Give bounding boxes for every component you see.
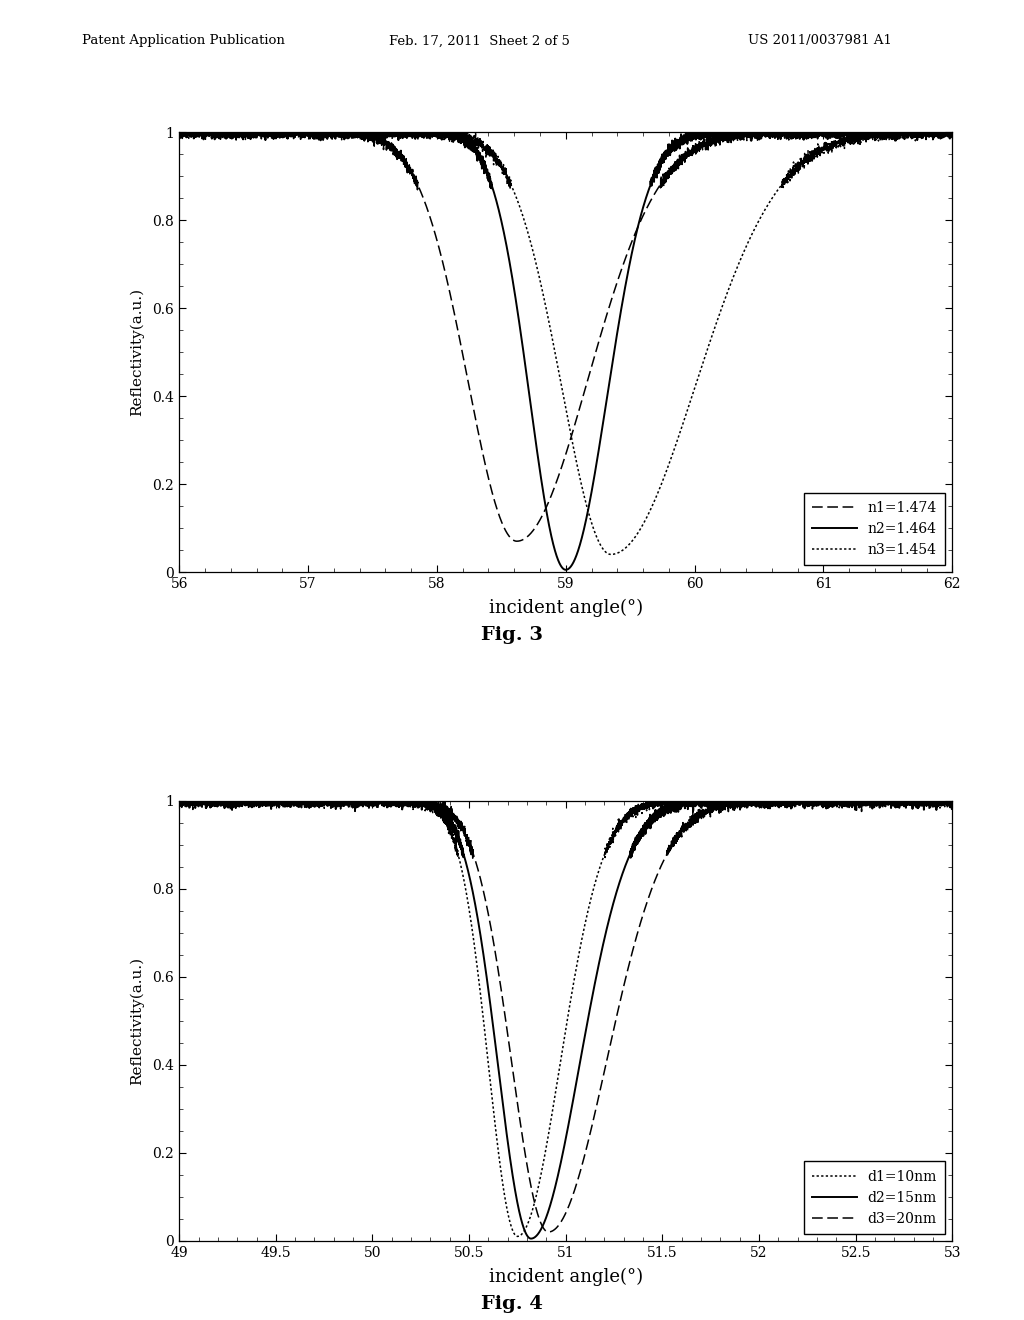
d2=15nm <box>746 793 759 809</box>
d1=10nm <box>453 851 465 867</box>
d2=15nm <box>173 793 185 809</box>
n2=1.464 <box>173 124 185 140</box>
d3=20nm <box>173 793 185 809</box>
d1=10nm <box>631 803 643 818</box>
Text: Fig. 4: Fig. 4 <box>481 1295 543 1313</box>
d3=20nm <box>787 793 800 809</box>
n1=1.474 <box>453 329 465 345</box>
n3=1.454 <box>173 124 185 140</box>
n2=1.464 <box>946 124 958 140</box>
n2=1.464 <box>212 124 224 140</box>
d2=15nm <box>665 801 677 817</box>
d1=10nm <box>511 1229 523 1245</box>
n1=1.474 <box>787 124 800 140</box>
Text: Feb. 17, 2011  Sheet 2 of 5: Feb. 17, 2011 Sheet 2 of 5 <box>389 34 570 48</box>
Line: d1=10nm: d1=10nm <box>179 801 952 1237</box>
Text: Patent Application Publication: Patent Application Publication <box>82 34 285 48</box>
X-axis label: incident angle(°): incident angle(°) <box>488 1269 643 1286</box>
n1=1.474 <box>946 124 958 140</box>
d2=15nm <box>453 832 465 847</box>
Legend: n1=1.474, n2=1.464, n3=1.454: n1=1.474, n2=1.464, n3=1.454 <box>804 492 945 565</box>
Line: n2=1.464: n2=1.464 <box>179 132 952 570</box>
d1=10nm <box>665 797 677 813</box>
n2=1.464 <box>787 124 800 140</box>
Line: n3=1.454: n3=1.454 <box>179 132 952 554</box>
n1=1.474 <box>212 124 224 140</box>
n3=1.454 <box>212 125 224 141</box>
d3=20nm <box>665 840 677 855</box>
d2=15nm <box>787 793 800 809</box>
n1=1.474 <box>746 125 759 141</box>
d3=20nm <box>212 793 224 809</box>
n1=1.474 <box>631 222 643 238</box>
n2=1.464 <box>560 562 572 578</box>
n3=1.454 <box>453 128 465 144</box>
n2=1.464 <box>746 128 759 144</box>
n1=1.474 <box>665 166 677 182</box>
d3=20nm <box>543 1224 555 1239</box>
d2=15nm <box>525 1230 538 1246</box>
n1=1.474 <box>511 533 523 549</box>
d3=20nm <box>946 795 958 810</box>
n3=1.454 <box>946 125 958 141</box>
n3=1.454 <box>631 527 643 543</box>
n3=1.454 <box>787 165 800 181</box>
n3=1.454 <box>173 125 185 141</box>
d1=10nm <box>173 793 185 809</box>
d3=20nm <box>631 928 643 944</box>
d1=10nm <box>787 793 800 809</box>
n3=1.454 <box>605 546 617 562</box>
Line: n1=1.474: n1=1.474 <box>179 132 952 541</box>
d1=10nm <box>173 797 185 813</box>
Line: d3=20nm: d3=20nm <box>179 801 952 1232</box>
n3=1.454 <box>665 451 677 467</box>
d1=10nm <box>212 793 224 809</box>
d2=15nm <box>631 834 643 850</box>
n3=1.454 <box>746 226 759 242</box>
Legend: d1=10nm, d2=15nm, d3=20nm: d1=10nm, d2=15nm, d3=20nm <box>804 1162 945 1234</box>
d2=15nm <box>212 793 224 809</box>
X-axis label: incident angle(°): incident angle(°) <box>488 599 643 618</box>
d1=10nm <box>946 793 958 809</box>
n1=1.474 <box>173 124 185 140</box>
d3=20nm <box>453 821 465 837</box>
Text: Fig. 3: Fig. 3 <box>481 627 543 644</box>
n2=1.464 <box>631 223 643 239</box>
d2=15nm <box>946 793 958 809</box>
Text: US 2011/0037981 A1: US 2011/0037981 A1 <box>748 34 892 48</box>
n2=1.464 <box>665 143 677 158</box>
Line: d2=15nm: d2=15nm <box>179 801 952 1238</box>
n2=1.464 <box>453 129 465 145</box>
d3=20nm <box>746 795 759 810</box>
Y-axis label: Reflectivity(a.u.): Reflectivity(a.u.) <box>130 957 144 1085</box>
Y-axis label: Reflectivity(a.u.): Reflectivity(a.u.) <box>130 288 144 416</box>
d1=10nm <box>746 793 759 809</box>
